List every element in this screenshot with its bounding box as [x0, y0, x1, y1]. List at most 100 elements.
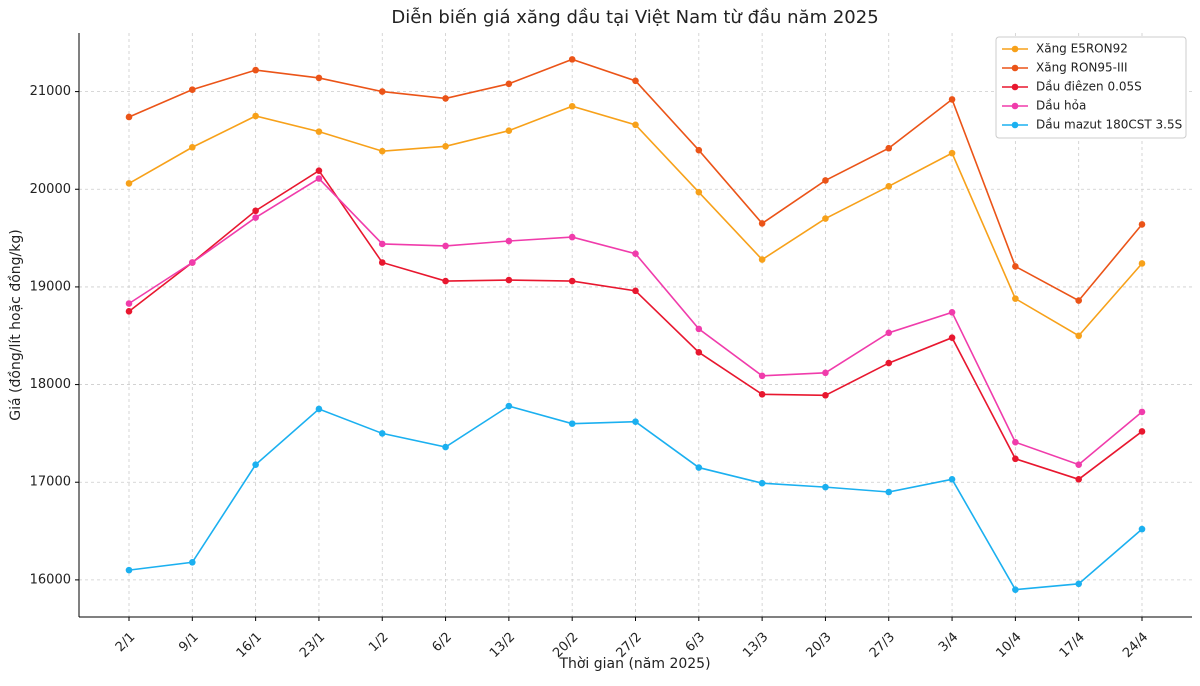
data-point: [695, 464, 703, 471]
data-point: [1012, 263, 1019, 270]
data-point: [252, 461, 259, 468]
data-point: [632, 250, 639, 258]
data-point: [1075, 580, 1082, 588]
y-tick-label: 20000: [30, 182, 71, 197]
x-tick-label: 27/3: [867, 630, 898, 661]
legend-marker: [1011, 121, 1019, 129]
data-point: [442, 142, 449, 150]
legend-label: Xăng RON95-III: [1036, 61, 1128, 75]
data-point: [948, 149, 956, 157]
data-point: [125, 308, 133, 315]
x-tick-label: 1/2: [366, 630, 391, 655]
x-tick-label: 3/4: [936, 630, 961, 655]
x-tick-label: 6/2: [429, 630, 454, 655]
y-tick-label: 19000: [30, 279, 71, 294]
data-point: [948, 334, 956, 341]
data-point: [1012, 438, 1019, 446]
data-point: [125, 566, 133, 574]
data-point: [378, 88, 386, 95]
data-point: [125, 180, 133, 187]
data-point: [632, 77, 639, 85]
data-point: [1138, 260, 1146, 267]
data-point: [758, 372, 766, 380]
data-point: [315, 128, 323, 135]
data-point: [505, 402, 513, 410]
data-point: [568, 277, 576, 285]
legend-marker: [1011, 83, 1019, 91]
x-tick-label: 13/3: [740, 630, 771, 661]
data-point: [125, 300, 133, 307]
data-point: [885, 488, 893, 496]
data-point: [632, 121, 639, 129]
data-point: [189, 559, 196, 566]
data-point: [442, 277, 449, 285]
legend-label: Dầu điêzen 0.05S: [1036, 80, 1142, 94]
data-point: [695, 349, 703, 356]
data-point: [1075, 476, 1082, 483]
x-axis-label: Thời gian (năm 2025): [558, 656, 710, 672]
legend-marker: [1011, 45, 1019, 53]
data-point: [252, 214, 259, 221]
data-point: [695, 188, 703, 196]
x-tick-label: 2/1: [113, 630, 138, 655]
data-point: [378, 147, 386, 155]
data-point: [822, 215, 829, 222]
x-tick-label: 17/4: [1057, 630, 1088, 661]
series-line: [128, 169, 1143, 481]
data-point: [315, 175, 323, 182]
x-tick-label: 20/3: [803, 630, 834, 661]
data-point: [1012, 586, 1019, 593]
data-point: [1075, 461, 1082, 468]
data-point: [189, 86, 196, 93]
data-point: [822, 483, 829, 491]
data-point: [378, 259, 386, 266]
data-point: [125, 113, 133, 121]
data-point: [885, 183, 893, 190]
data-point: [758, 256, 766, 263]
x-tick-label: 24/4: [1120, 630, 1151, 661]
x-tick-label: 13/2: [487, 630, 518, 661]
legend-label: Dầu hỏa: [1036, 99, 1086, 113]
data-point: [948, 476, 956, 483]
x-tick-label: 16/1: [234, 630, 265, 661]
data-point: [568, 233, 576, 241]
data-point: [1138, 525, 1146, 533]
data-point: [695, 325, 703, 333]
data-point: [442, 95, 449, 102]
data-point: [1012, 295, 1019, 302]
chart-title: Diễn biến giá xăng dầu tại Việt Nam từ đ…: [391, 7, 878, 28]
data-point: [568, 102, 576, 110]
data-point: [885, 329, 893, 337]
data-point: [1075, 332, 1082, 340]
data-point: [885, 144, 893, 152]
x-tick-label: 6/3: [683, 630, 708, 655]
x-tick-label: 10/4: [993, 630, 1024, 661]
data-point: [189, 143, 196, 151]
data-point: [568, 420, 576, 427]
data-point: [758, 479, 766, 487]
data-point: [252, 207, 259, 215]
data-point: [632, 418, 639, 425]
data-point: [822, 392, 829, 399]
y-axis-label: Giá (đồng/lít hoặc đồng/kg): [7, 229, 24, 420]
data-point: [505, 80, 513, 88]
legend-box: [995, 36, 1187, 139]
data-point: [758, 220, 766, 227]
data-point: [948, 96, 956, 103]
data-point: [252, 66, 259, 74]
data-point: [189, 259, 196, 266]
data-point: [1138, 221, 1146, 228]
data-point: [632, 287, 639, 295]
data-point: [1138, 428, 1146, 435]
data-point: [822, 369, 829, 377]
data-point: [758, 391, 766, 398]
y-tick-label: 17000: [30, 475, 71, 490]
data-point: [252, 112, 259, 120]
data-point: [315, 405, 323, 413]
data-point: [442, 242, 449, 250]
legend-marker: [1011, 102, 1019, 110]
data-point: [442, 443, 449, 451]
data-point: [315, 167, 323, 174]
data-point: [1138, 408, 1146, 416]
